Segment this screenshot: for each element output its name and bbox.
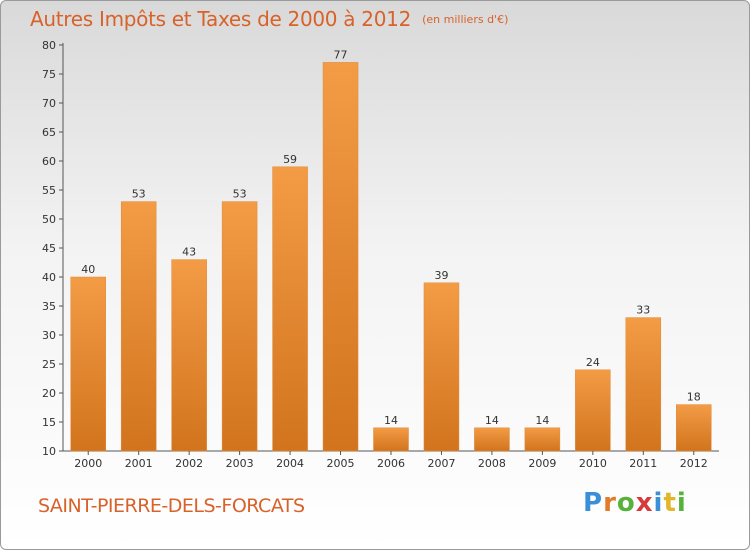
data-label: 59: [283, 153, 297, 166]
brand-letter: r: [603, 488, 617, 518]
bar: [373, 427, 409, 452]
y-tick-label: 65: [42, 126, 56, 139]
bar: [120, 201, 157, 452]
data-label: 40: [81, 263, 95, 276]
brand-letter: t: [663, 488, 677, 518]
x-tick-label: 2008: [478, 457, 506, 470]
data-label: 53: [233, 188, 247, 201]
bar: [625, 317, 662, 452]
x-tick-label: 2007: [427, 457, 455, 470]
y-tick-label: 40: [42, 271, 56, 284]
bar: [575, 369, 611, 452]
bar: [221, 201, 258, 452]
x-tick-label: 2004: [276, 457, 304, 470]
x-tick-label: 2000: [74, 457, 102, 470]
data-label: 14: [485, 414, 499, 427]
data-label: 33: [636, 304, 650, 317]
x-tick-label: 2003: [226, 457, 254, 470]
y-tick-label: 60: [42, 155, 56, 168]
y-tick-label: 20: [42, 387, 56, 400]
bar: [474, 427, 510, 452]
bar: [524, 427, 561, 452]
x-tick-label: 2001: [125, 457, 153, 470]
y-tick-label: 35: [42, 300, 56, 313]
bar: [272, 166, 308, 452]
bar: [322, 62, 359, 452]
y-tick-label: 15: [42, 416, 56, 429]
x-tick-label: 2009: [528, 457, 556, 470]
bar: [423, 282, 460, 452]
brand-letter: P: [583, 488, 604, 518]
brand-logo: Proxiti: [583, 488, 687, 518]
data-label: 14: [535, 414, 549, 427]
chart-title: Autres Impôts et Taxes de 2000 à 2012: [30, 7, 411, 31]
chart-title-block: Autres Impôts et Taxes de 2000 à 2012 (e…: [30, 7, 508, 31]
y-tick-label: 10: [42, 445, 56, 458]
brand-letter: o: [616, 488, 636, 518]
data-label: 39: [434, 269, 448, 282]
x-tick-label: 2012: [680, 457, 708, 470]
x-tick-label: 2002: [175, 457, 203, 470]
y-tick-label: 75: [42, 68, 56, 81]
data-label: 53: [132, 188, 146, 201]
y-tick-label: 55: [42, 184, 56, 197]
y-tick-label: 50: [42, 213, 56, 226]
bar: [70, 276, 106, 452]
brand-letter: i: [653, 488, 664, 518]
bar: [676, 404, 712, 452]
data-label: 18: [687, 391, 701, 404]
x-tick-label: 2006: [377, 457, 405, 470]
y-tick-label: 25: [42, 358, 56, 371]
bar: [171, 259, 207, 452]
x-tick-label: 2005: [327, 457, 355, 470]
chart-subtitle: (en milliers d'€): [422, 13, 509, 26]
y-tick-label: 30: [42, 329, 56, 342]
brand-letter: x: [635, 488, 654, 518]
y-tick-label: 70: [42, 97, 56, 110]
data-label: 77: [334, 48, 348, 61]
x-tick-label: 2010: [579, 457, 607, 470]
y-tick-label: 45: [42, 242, 56, 255]
x-tick-label: 2011: [629, 457, 657, 470]
y-tick-label: 80: [42, 39, 56, 52]
data-label: 14: [384, 414, 398, 427]
data-label: 43: [182, 246, 196, 259]
data-label: 24: [586, 356, 600, 369]
location-label: SAINT-PIERRE-DELS-FORCATS: [38, 495, 305, 517]
brand-letter: i: [676, 488, 687, 518]
